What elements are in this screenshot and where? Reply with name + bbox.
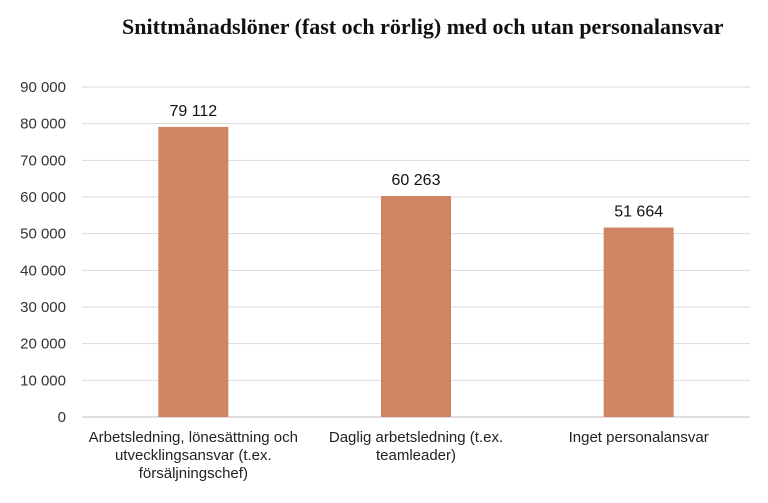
- y-tick-label: 60 000: [20, 189, 66, 206]
- y-tick-label: 90 000: [20, 79, 66, 96]
- bar-value-label: 60 263: [392, 172, 441, 189]
- x-category-label: Arbetsledning, lönesättning och utveckli…: [88, 429, 298, 482]
- y-tick-label: 80 000: [20, 116, 66, 133]
- y-tick-label: 30 000: [20, 299, 66, 316]
- y-tick-label: 0: [58, 409, 66, 426]
- x-category-label: Daglig arbetsledning (t.ex. teamleader): [328, 429, 504, 464]
- y-tick-label: 70 000: [20, 152, 66, 169]
- chart-title: Snittmånadslöner (fast och rörlig) med o…: [122, 14, 724, 39]
- bar-value-label: 51 664: [614, 204, 663, 221]
- y-tick-label: 20 000: [20, 336, 66, 353]
- bar: [603, 227, 674, 417]
- bar-value-label: 79 112: [169, 103, 217, 120]
- bar: [158, 126, 229, 417]
- bar: [381, 196, 451, 417]
- y-tick-label: 50 000: [20, 226, 66, 243]
- x-category-label: Inget personalansvar: [568, 429, 709, 446]
- y-tick-label: 10 000: [20, 372, 66, 389]
- y-tick-label: 40 000: [20, 262, 66, 279]
